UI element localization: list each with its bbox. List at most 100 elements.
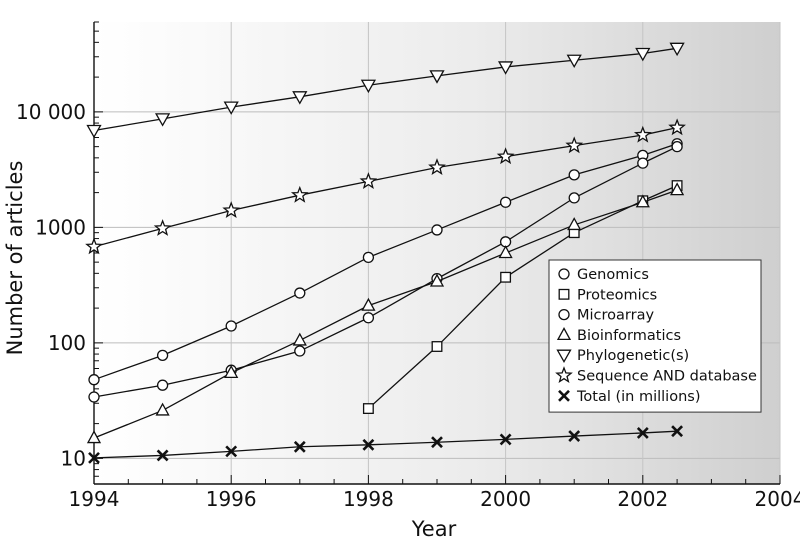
data-point <box>635 194 650 208</box>
data-point <box>85 237 103 255</box>
legend-marker <box>555 366 573 384</box>
data-point <box>290 185 309 203</box>
data-point <box>431 341 443 352</box>
data-point <box>294 345 306 357</box>
data-point <box>428 158 446 176</box>
series-line <box>93 146 678 398</box>
data-point <box>153 219 172 236</box>
legend-marker <box>556 327 572 341</box>
plot-background <box>94 22 780 484</box>
x-axis-label: Year <box>411 517 457 540</box>
series-line <box>367 185 678 410</box>
legend-label: Genomics <box>577 267 649 283</box>
x-tick-label: 1996 <box>206 487 257 511</box>
series-line <box>93 143 678 381</box>
data-point <box>668 118 686 136</box>
data-point <box>499 196 512 208</box>
y-tick-label: 10 000 <box>16 100 86 124</box>
series-4 <box>86 42 685 139</box>
series-line <box>93 189 678 439</box>
x-tick-label: 2004 <box>755 487 800 511</box>
data-point <box>225 320 237 332</box>
y-axis-label: Number of articles <box>3 161 27 356</box>
data-point <box>431 224 443 236</box>
data-point <box>670 182 685 196</box>
series-line <box>93 127 678 248</box>
legend-label: Phylogenetic(s) <box>577 348 689 364</box>
data-point <box>637 157 649 169</box>
legend-item: Total (in millions) <box>558 389 700 405</box>
legend-label: Microarray <box>577 308 654 324</box>
data-point <box>429 70 445 84</box>
data-point <box>88 391 100 403</box>
data-point <box>567 217 582 231</box>
data-point <box>671 425 684 438</box>
data-point <box>88 451 100 464</box>
data-point <box>568 192 580 204</box>
legend-item: Sequence AND database <box>555 366 757 385</box>
data-point <box>224 365 239 379</box>
data-point <box>360 79 377 94</box>
data-point <box>154 113 171 127</box>
legend-label: Sequence AND database <box>577 369 757 385</box>
data-point <box>222 201 241 219</box>
data-point <box>225 445 238 458</box>
tick-labels: 10 100 1000 10 000 1994 1996 1998 2000 2002 2004 <box>16 100 800 511</box>
legend-label: Proteomics <box>577 287 657 303</box>
data-point <box>671 140 683 153</box>
legend-item: Proteomics <box>558 287 657 303</box>
data-point <box>429 273 445 287</box>
series-line <box>93 47 678 132</box>
series-line <box>93 430 678 459</box>
series-layer <box>85 42 686 464</box>
axes <box>93 21 781 485</box>
data-point <box>292 91 308 105</box>
legend-item: Genomics <box>558 267 649 283</box>
legend: Genomics Proteomics Microarray Bioinformati… <box>548 259 762 413</box>
legend-label: Total (in millions) <box>576 389 700 405</box>
x-tick-label: 2000 <box>480 487 531 511</box>
legend-label: Bioinformatics <box>577 328 681 344</box>
legend-marker <box>558 288 570 300</box>
legend-box <box>548 259 762 413</box>
x-tick-label: 1994 <box>69 487 120 511</box>
data-point <box>156 349 169 361</box>
data-point <box>86 430 102 444</box>
series-3 <box>86 182 685 444</box>
data-point <box>636 427 649 439</box>
data-point <box>498 245 513 259</box>
data-point <box>86 124 102 139</box>
data-point <box>500 271 512 283</box>
legend-marker <box>558 268 570 280</box>
data-point <box>635 47 651 62</box>
data-point <box>223 101 239 115</box>
data-point <box>669 42 685 57</box>
data-point <box>566 54 582 69</box>
data-point <box>155 402 170 416</box>
series-5 <box>85 118 686 255</box>
data-point <box>362 438 375 451</box>
legend-item: Phylogenetic(s) <box>556 348 689 364</box>
legend-marker <box>558 389 570 402</box>
data-point <box>362 403 374 415</box>
data-point <box>362 312 375 324</box>
legend-item: Microarray <box>558 308 654 324</box>
series-0 <box>88 138 683 386</box>
y-tick-label: 100 <box>48 331 86 355</box>
data-point <box>496 147 515 165</box>
data-point <box>568 430 581 442</box>
data-point <box>294 287 306 299</box>
data-point <box>497 61 514 75</box>
data-point <box>156 449 169 462</box>
y-tick-label: 10 <box>61 446 86 470</box>
data-point <box>88 374 100 386</box>
y-tick-label: 1000 <box>35 215 86 239</box>
series-6 <box>88 425 684 464</box>
data-point <box>361 297 376 311</box>
data-point <box>568 169 580 181</box>
legend-marker <box>558 308 570 321</box>
data-point <box>156 379 169 391</box>
data-point <box>565 136 584 154</box>
data-point <box>292 332 307 346</box>
